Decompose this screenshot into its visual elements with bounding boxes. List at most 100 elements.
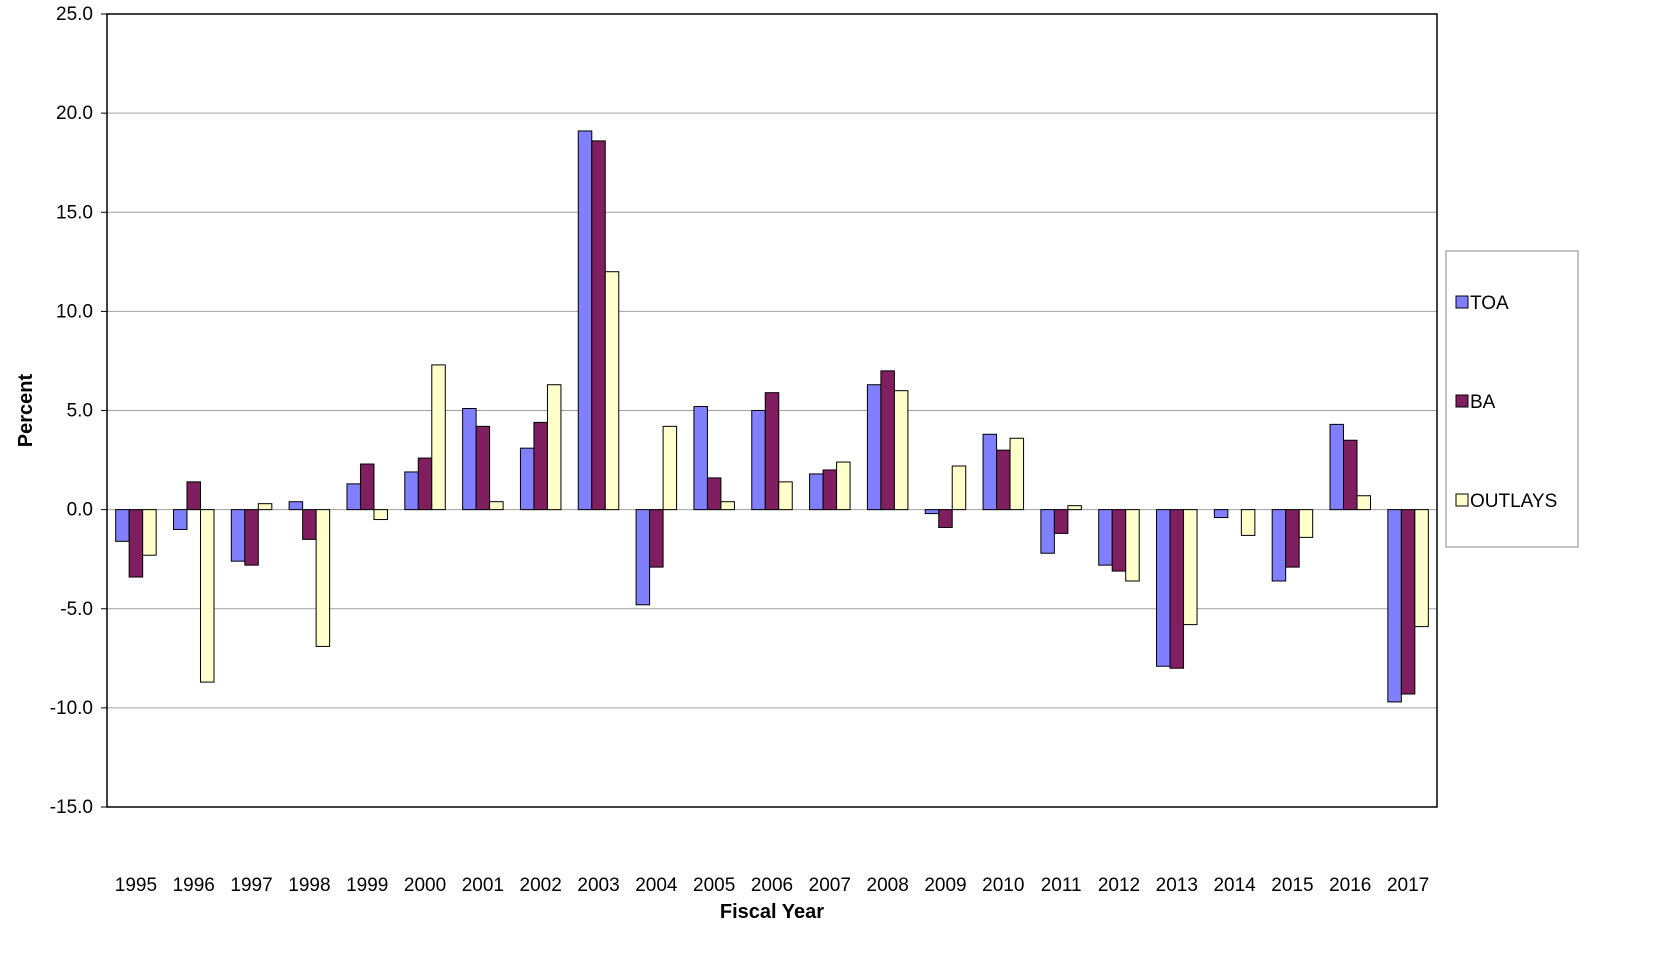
y-tick-label: 15.0: [56, 202, 93, 223]
x-tick-label: 1996: [173, 875, 215, 896]
x-tick-label: 2011: [1041, 875, 1082, 896]
x-tick-label: 2005: [693, 875, 735, 896]
bar-toa-2003: [577, 130, 593, 511]
bar-ba-1998: [302, 509, 317, 540]
bar-outlays-2014: [1240, 509, 1256, 536]
bar-ba-2011: [1053, 509, 1069, 534]
bar-toa-2007: [809, 473, 824, 511]
y-axis-title: Percent: [15, 373, 37, 447]
bar-toa-2001: [462, 408, 477, 511]
bar-ba-2010: [996, 449, 1011, 511]
bar-ba-2003: [591, 140, 606, 511]
bar-toa-2009: [924, 509, 940, 515]
y-tick-label: -5.0: [60, 599, 93, 620]
bar-outlays-1998: [315, 509, 331, 647]
bar-outlays-1996: [199, 509, 215, 683]
legend-swatch-ba: [1455, 394, 1469, 408]
bar-outlays-2001: [489, 501, 504, 511]
bar-ba-2007: [822, 469, 838, 511]
bar-toa-2013: [1156, 509, 1171, 667]
bar-ba-2017: [1400, 509, 1416, 695]
bar-ba-1996: [186, 481, 201, 511]
bars: [115, 130, 1429, 703]
bar-ba-1999: [359, 463, 375, 511]
x-tick-label: 2009: [924, 875, 966, 896]
bar-toa-2012: [1098, 509, 1113, 566]
bar-toa-1998: [288, 501, 304, 511]
bar-ba-2012: [1111, 509, 1127, 572]
x-tick-label: 2016: [1329, 875, 1371, 896]
legend-swatch-toa: [1455, 295, 1469, 309]
legend-label-ba: BA: [1470, 392, 1496, 413]
bar-outlays-2002: [546, 384, 562, 511]
bar-ba-2016: [1343, 439, 1358, 511]
bar-toa-2016: [1329, 423, 1345, 511]
bar-outlays-1995: [142, 509, 157, 556]
bar-ba-1997: [244, 509, 259, 566]
x-tick-label: 2001: [462, 875, 504, 896]
y-axis-ticks: 25.0 20.0 15.0 10.0 5.0 0.0 -5.0 -10.0 -15.0: [50, 4, 107, 818]
x-axis-ticks: 1995 1996 1997 1998 1999 2000 2001 2002 2003 2004…: [115, 875, 1429, 896]
x-tick-label: 1995: [115, 875, 157, 896]
bar-ba-2004: [649, 509, 664, 568]
x-tick-label: 2003: [577, 875, 619, 896]
bar-toa-2000: [404, 471, 419, 511]
bar-outlays-2003: [604, 271, 620, 511]
bar-ba-2015: [1285, 509, 1300, 568]
x-tick-label: 2015: [1271, 875, 1313, 896]
bar-toa-2014: [1213, 509, 1229, 519]
y-tick-label: 0.0: [67, 500, 93, 521]
x-tick-label: 2012: [1098, 875, 1140, 896]
bar-ba-2009: [938, 509, 953, 528]
y-tick-label: 5.0: [67, 401, 93, 422]
bar-outlays-2016: [1356, 495, 1372, 511]
x-axis-title: Fiscal Year: [720, 901, 824, 923]
y-tick-label: 10.0: [56, 301, 93, 322]
legend-swatch-outlays: [1455, 493, 1469, 507]
x-tick-label: 2007: [809, 875, 851, 896]
bar-outlays-2000: [431, 364, 446, 511]
legend: TOA BA OUTLAYS: [1445, 250, 1579, 548]
bar-ba-2000: [417, 457, 433, 511]
x-tick-label: 1999: [346, 875, 388, 896]
bar-ba-2006: [764, 392, 780, 511]
bar-outlays-2013: [1183, 509, 1198, 626]
bar-outlays-2012: [1125, 509, 1140, 582]
x-tick-label: 2010: [982, 875, 1024, 896]
y-tick-label: -15.0: [50, 797, 93, 818]
bar-ba-2002: [533, 421, 548, 511]
bar-outlays-1997: [257, 503, 273, 511]
bar-ba-2013: [1169, 509, 1185, 669]
bar-ba-2008: [880, 370, 895, 511]
bar-outlays-2017: [1414, 509, 1429, 628]
bar-outlays-1999: [373, 509, 388, 521]
bar-toa-2008: [866, 384, 882, 511]
bar-outlays-2005: [720, 501, 735, 511]
bar-ba-1995: [128, 509, 144, 578]
bar-outlays-2007: [836, 461, 851, 511]
bar-ba-2001: [475, 425, 491, 511]
bar-outlays-2009: [951, 465, 967, 511]
bar-toa-1996: [172, 509, 188, 530]
x-tick-label: 2013: [1156, 875, 1198, 896]
bar-toa-2011: [1040, 509, 1055, 554]
bar-outlays-2006: [778, 481, 793, 511]
x-tick-label: 2002: [520, 875, 562, 896]
bar-toa-2004: [635, 509, 651, 606]
legend-label-toa: TOA: [1470, 293, 1509, 314]
legend-label-outlays: OUTLAYS: [1470, 491, 1557, 512]
y-tick-label: 20.0: [56, 103, 93, 124]
x-tick-label: 2014: [1213, 875, 1256, 896]
x-tick-label: 2004: [635, 875, 678, 896]
x-tick-label: 2008: [867, 875, 909, 896]
bar-toa-2006: [751, 410, 766, 511]
bar-toa-2010: [982, 433, 998, 511]
bar-outlays-2015: [1298, 509, 1314, 538]
y-tick-label: -10.0: [50, 698, 93, 719]
bar-toa-1997: [230, 509, 246, 562]
bar-toa-2002: [519, 447, 535, 511]
y-tick-label: 25.0: [56, 4, 93, 25]
bar-toa-2015: [1271, 509, 1287, 582]
x-tick-label: 2006: [751, 875, 793, 896]
